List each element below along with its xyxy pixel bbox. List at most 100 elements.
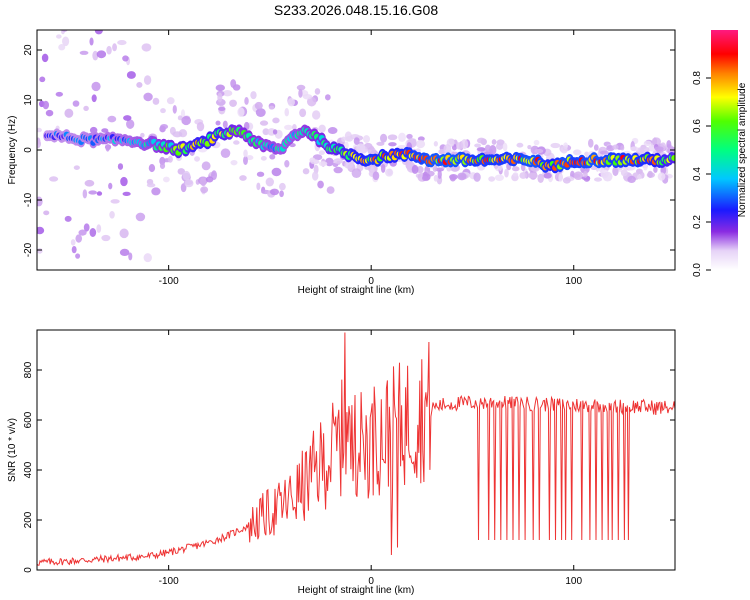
heatmap-blob bbox=[488, 176, 496, 182]
heatmap-blob bbox=[49, 20, 58, 26]
heatmap-blob bbox=[406, 133, 413, 139]
heatmap-blob bbox=[246, 155, 254, 161]
heatmap-blob bbox=[148, 164, 156, 173]
heatmap-blob bbox=[122, 55, 129, 62]
heatmap-blob bbox=[314, 88, 321, 95]
heatmap-blob bbox=[101, 234, 111, 242]
heatmap-blob bbox=[37, 226, 45, 235]
snr-frame bbox=[36, 329, 676, 571]
heatmap-blob bbox=[265, 177, 274, 187]
heatmap-blob bbox=[385, 168, 394, 177]
heatmap-blob bbox=[318, 124, 326, 133]
top-y-tick-label: -20 bbox=[23, 242, 34, 257]
heatmap-blob bbox=[92, 50, 99, 61]
heatmap-blob bbox=[296, 84, 306, 91]
heatmap-blob bbox=[318, 161, 328, 167]
heatmap-blob bbox=[494, 174, 504, 181]
heatmap-blob bbox=[230, 159, 238, 166]
heatmap-blob bbox=[89, 37, 94, 46]
heatmap-blob bbox=[269, 154, 276, 160]
heatmap-blob bbox=[151, 187, 161, 196]
top-y-tick-label: 0 bbox=[23, 147, 34, 153]
heatmap-blob bbox=[135, 212, 146, 222]
heatmap-blob bbox=[502, 142, 508, 152]
heatmap-blob bbox=[180, 183, 187, 193]
heatmap-blob bbox=[96, 191, 103, 196]
heatmap-blob bbox=[562, 177, 571, 184]
heatmap-blob bbox=[159, 156, 166, 166]
bottom-x-tick-label: 0 bbox=[368, 576, 374, 587]
heatmap-blob bbox=[415, 139, 426, 149]
heatmap-blob bbox=[558, 173, 563, 182]
heatmap-blob bbox=[128, 252, 133, 261]
heatmap-blob bbox=[172, 104, 177, 114]
top-y-ticks: -20 -10 0 10 20 bbox=[23, 44, 675, 257]
heatmap-blob bbox=[278, 182, 286, 191]
heatmap-blob bbox=[84, 179, 95, 187]
heatmap-blob bbox=[380, 163, 386, 173]
heatmap-blob bbox=[327, 127, 338, 135]
heatmap-blob bbox=[244, 97, 249, 105]
heatmap-blob bbox=[37, 196, 43, 207]
heatmap-blob bbox=[182, 170, 191, 181]
heatmap-blob bbox=[302, 168, 310, 175]
heatmap-blob bbox=[141, 43, 152, 52]
heatmap-blob bbox=[643, 162, 648, 171]
top-x-tick-label: 100 bbox=[565, 276, 582, 287]
heatmap-blob bbox=[537, 173, 544, 184]
colorbar-label: Normalized spectral amplitude bbox=[737, 82, 748, 217]
heatmap-blob bbox=[96, 224, 102, 233]
heatmap-blob bbox=[71, 245, 77, 254]
bottom-y-ticks: 0 200 400 600 800 bbox=[23, 361, 675, 573]
heatmap-blob bbox=[572, 149, 582, 156]
heatmap-blob bbox=[39, 76, 46, 83]
heatmap-blob bbox=[73, 165, 80, 170]
heatmap-blob bbox=[172, 131, 183, 138]
heatmap-blob bbox=[89, 228, 97, 237]
heatmap-blob bbox=[284, 159, 290, 168]
heatmap-blob bbox=[123, 115, 132, 121]
heatmap-blob bbox=[237, 107, 245, 117]
heatmap-blob bbox=[126, 119, 135, 129]
heatmap-blob bbox=[272, 117, 280, 124]
heatmap-blob bbox=[484, 144, 491, 152]
heatmap-blob bbox=[200, 186, 209, 194]
heatmap-cells bbox=[37, 20, 675, 263]
heatmap-blob bbox=[250, 91, 257, 100]
heatmap-blob bbox=[476, 147, 486, 152]
heatmap-blob bbox=[159, 162, 166, 169]
heatmap-blob bbox=[136, 81, 143, 88]
top-y-axis-label: Frequency (Hz) bbox=[7, 116, 18, 185]
heatmap-blob bbox=[324, 94, 331, 101]
heatmap-blob bbox=[612, 166, 619, 177]
heatmap-blob bbox=[457, 172, 467, 181]
heatmap-blob bbox=[117, 40, 127, 46]
heatmap-blob bbox=[534, 148, 544, 154]
heatmap-blob bbox=[652, 137, 658, 147]
heatmap-blob bbox=[83, 105, 89, 112]
heatmap-blob bbox=[96, 50, 107, 59]
heatmap-blob bbox=[243, 149, 248, 158]
heatmap-blob bbox=[200, 177, 207, 186]
heatmap-blob bbox=[417, 136, 425, 142]
heatmap-blob bbox=[433, 174, 439, 182]
top-x-ticks: -100 0 100 bbox=[159, 30, 583, 287]
heatmap-blob bbox=[105, 144, 110, 152]
heatmap-blob bbox=[495, 142, 504, 150]
heatmap-blob bbox=[369, 145, 375, 151]
heatmap-blob bbox=[456, 142, 463, 150]
heatmap-blob bbox=[166, 97, 175, 105]
colorbar-tick-label: 0.4 bbox=[692, 167, 703, 181]
heatmap-blob bbox=[55, 91, 64, 97]
heatmap-blob bbox=[262, 128, 270, 136]
heatmap-blob bbox=[70, 239, 76, 246]
heatmap-ridge-cell bbox=[671, 155, 675, 162]
heatmap-blob bbox=[194, 156, 201, 162]
heatmap-blob bbox=[146, 183, 156, 188]
heatmap-blob bbox=[351, 168, 362, 179]
heatmap-blob bbox=[279, 190, 284, 198]
bottom-x-axis-label: Height of straight line (km) bbox=[298, 585, 415, 596]
heatmap-blob bbox=[612, 144, 619, 150]
heatmap-blob bbox=[215, 120, 221, 126]
heatmap-blob bbox=[37, 247, 43, 254]
